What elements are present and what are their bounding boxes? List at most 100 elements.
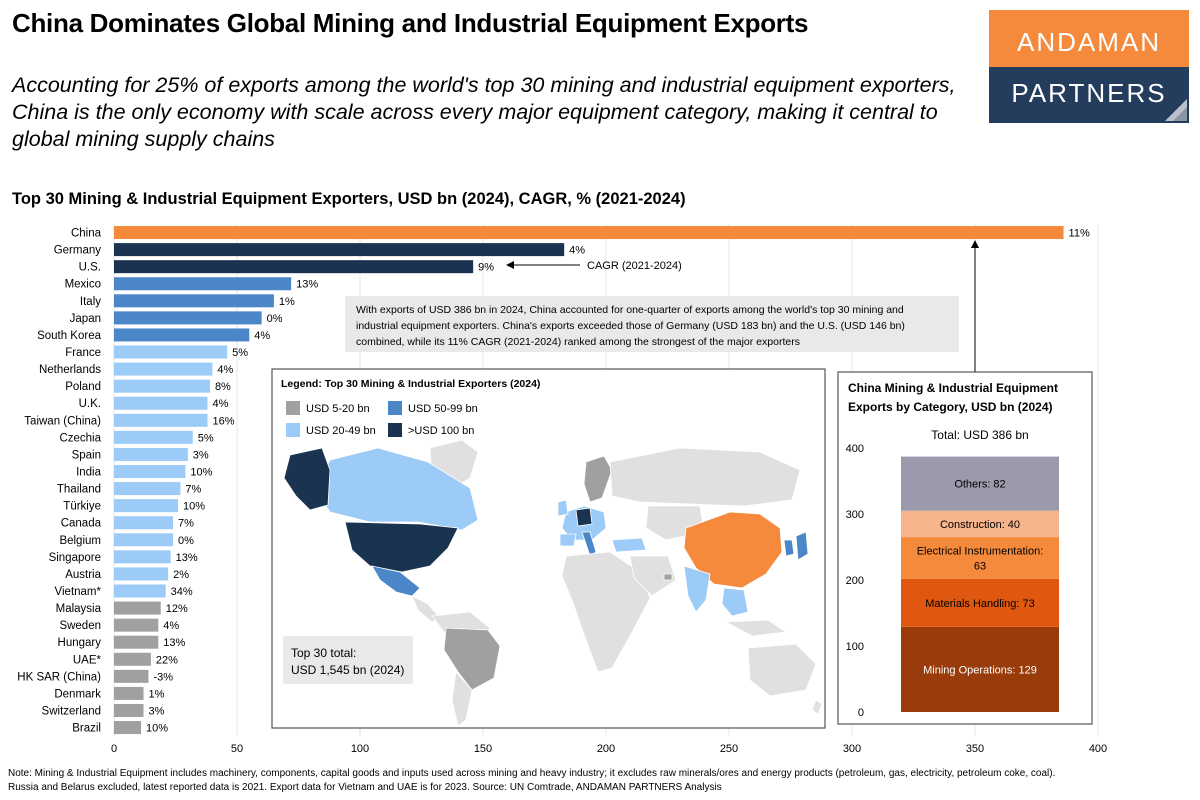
cagr-label: -3%	[153, 671, 173, 683]
category-label: Denmark	[54, 688, 101, 700]
cagr-label: 7%	[178, 518, 194, 530]
bar	[114, 243, 565, 257]
cagr-label: 4%	[217, 364, 233, 376]
bar	[114, 516, 174, 530]
cagr-label: 4%	[212, 398, 228, 410]
map-region-spain	[559, 533, 577, 547]
category-label: France	[65, 347, 101, 359]
cagr-label: 10%	[146, 723, 168, 735]
map-legend-label: USD 50-99 bn	[408, 403, 478, 415]
cagr-label: 1%	[149, 688, 165, 700]
category-label: Mexico	[65, 279, 101, 291]
map-legend-label: >USD 100 bn	[408, 425, 474, 437]
x-tick-label: 150	[474, 743, 492, 755]
map-region-uk	[557, 499, 569, 517]
category-label: Netherlands	[39, 364, 101, 376]
map-region-new-zealand	[811, 699, 823, 715]
cagr-label: 4%	[254, 330, 270, 342]
cagr-label: 0%	[267, 313, 283, 325]
x-tick-label: 50	[231, 743, 243, 755]
bar	[114, 345, 228, 359]
cagr-arrow-head	[506, 261, 514, 269]
cagr-arrow-label: CAGR (2021-2024)	[587, 260, 682, 272]
total-text: USD 1,545 bn (2024)	[291, 663, 404, 677]
map-region-korea	[783, 539, 795, 557]
bar	[114, 311, 262, 325]
category-label: Switzerland	[42, 705, 101, 717]
company-logo: ANDAMAN PARTNERS	[989, 10, 1189, 123]
category-label: U.K.	[79, 398, 101, 410]
cagr-label: 0%	[178, 535, 194, 547]
cagr-label: 16%	[212, 415, 234, 427]
category-label: Belgium	[59, 535, 101, 547]
cagr-label: 4%	[163, 620, 179, 632]
map-region-usa	[344, 521, 459, 573]
callout-text: combined, while its 11% CAGR (2021-2024)…	[356, 336, 800, 348]
main-chart: 0 50 100 150 200 250 300 350 400 Legend: Top 30 …	[17, 224, 1107, 755]
bar	[114, 379, 210, 393]
map-legend-swatch	[286, 401, 300, 415]
category-label: Germany	[54, 245, 102, 257]
map-legend-swatch	[388, 423, 402, 437]
cagr-label: 5%	[232, 347, 248, 359]
inset-y-tick: 100	[846, 641, 864, 653]
footnote-line-2: Russia and Belarus excluded, latest repo…	[8, 782, 722, 793]
logo-line-1: ANDAMAN	[989, 10, 1189, 67]
bar	[114, 465, 186, 479]
category-label: India	[76, 467, 102, 479]
stack-segment	[901, 578, 1059, 627]
stack-segment-label: Mining Operations: 129	[923, 664, 1037, 676]
category-label: Taiwan (China)	[24, 415, 101, 427]
bar	[114, 584, 166, 598]
stack-segment	[901, 456, 1059, 511]
bar	[114, 652, 151, 666]
stack-segment-label: Construction: 40	[940, 519, 1020, 531]
category-label: Türkiye	[63, 501, 101, 513]
stack-segment-label: 63	[974, 560, 986, 572]
category-label: Malaysia	[56, 603, 102, 615]
bar	[114, 396, 208, 410]
category-label: Spain	[72, 449, 101, 461]
category-label: Poland	[65, 381, 101, 393]
cagr-label: 12%	[166, 603, 188, 615]
map-region-australia	[747, 643, 817, 697]
bar-labels: China 11% Germany 4% U.S. 9% Mexico 13% Italy 1% J…	[17, 228, 1090, 735]
callout-text: With exports of USD 386 bn in 2024, Chin…	[356, 304, 904, 316]
annotations: CAGR (2021-2024) With exports of USD 386 …	[345, 240, 979, 372]
inset-total-label: Total: USD 386 bn	[931, 428, 1028, 442]
category-label: Czechia	[59, 432, 101, 444]
inset-title-1: China Mining & Industrial Equipment	[848, 381, 1058, 395]
map-region-india	[683, 565, 711, 613]
inset-title-2: Exports by Category, USD bn (2024)	[848, 400, 1053, 414]
callout-box	[345, 296, 959, 352]
callout-text: industrial equipment exporters. China's …	[356, 320, 905, 332]
map-region-turkiye	[611, 537, 647, 553]
category-label: Brazil	[72, 723, 101, 735]
cagr-label: 13%	[163, 637, 185, 649]
logo-text-2: PARTNERS	[1011, 78, 1167, 108]
category-label: Canada	[61, 518, 102, 530]
cagr-label: 1%	[279, 296, 295, 308]
category-label: Italy	[80, 296, 101, 308]
category-label: U.S.	[79, 262, 101, 274]
cagr-label: 11%	[1069, 228, 1090, 240]
map-legend-label: USD 20-49 bn	[306, 425, 376, 437]
china-arrow-head	[971, 240, 979, 248]
bar	[114, 226, 1064, 240]
total-text: Top 30 total:	[291, 646, 356, 660]
cagr-label: 2%	[173, 569, 189, 581]
map-legend-swatch	[286, 423, 300, 437]
category-label: China	[71, 228, 102, 240]
category-label: HK SAR (China)	[17, 671, 101, 683]
x-tick-label: 0	[111, 743, 117, 755]
map-region-africa	[561, 551, 651, 673]
bar	[114, 601, 161, 615]
stack-segment-label: Others: 82	[954, 479, 1005, 491]
x-tick-label: 100	[351, 743, 369, 755]
bar	[114, 294, 274, 308]
cagr-label: 3%	[193, 449, 209, 461]
footnote-line-1: Note: Mining & Industrial Equipment incl…	[8, 768, 1056, 779]
category-label: Sweden	[59, 620, 101, 632]
bar	[114, 260, 474, 274]
bar	[114, 447, 188, 461]
